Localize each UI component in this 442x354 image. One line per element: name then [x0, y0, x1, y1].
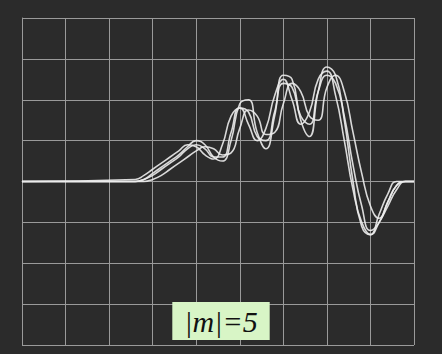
- svg-text:|m|=5: |m|=5: [184, 305, 257, 338]
